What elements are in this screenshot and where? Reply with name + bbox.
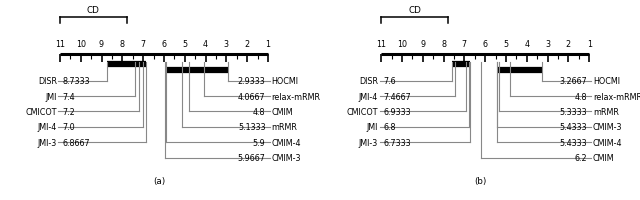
Text: 4.0667: 4.0667	[238, 92, 266, 101]
Text: 6.9333: 6.9333	[383, 107, 412, 116]
Text: mRMR: mRMR	[271, 123, 298, 132]
Text: CMIM: CMIM	[593, 153, 614, 162]
Text: 6: 6	[483, 40, 488, 49]
Text: 5.1333: 5.1333	[238, 123, 266, 132]
Text: 7.6: 7.6	[383, 77, 396, 86]
Text: CMIM-4: CMIM-4	[271, 138, 301, 147]
Text: CMIM: CMIM	[271, 107, 293, 116]
Text: 2.9333: 2.9333	[238, 77, 266, 86]
Text: 9: 9	[99, 40, 104, 49]
Text: 6.8: 6.8	[383, 123, 396, 132]
Text: JMI: JMI	[45, 92, 57, 101]
Text: 5: 5	[504, 40, 509, 49]
Text: 5.3333: 5.3333	[559, 107, 587, 116]
Text: 4: 4	[203, 40, 208, 49]
Text: CMIM-3: CMIM-3	[593, 123, 623, 132]
Text: 8: 8	[441, 40, 446, 49]
Text: 4.8: 4.8	[253, 107, 266, 116]
Text: 3.2667: 3.2667	[559, 77, 587, 86]
Text: 5.4333: 5.4333	[559, 138, 587, 147]
Text: 11: 11	[376, 40, 386, 49]
Text: CMICOT: CMICOT	[26, 107, 57, 116]
Text: HOCMI: HOCMI	[593, 77, 620, 86]
Text: JMI: JMI	[367, 123, 378, 132]
Text: CD: CD	[408, 5, 421, 14]
Text: mRMR: mRMR	[593, 107, 619, 116]
Text: 8: 8	[120, 40, 125, 49]
Text: 11: 11	[55, 40, 65, 49]
Text: 8.7333: 8.7333	[62, 77, 90, 86]
Text: 1: 1	[587, 40, 592, 49]
Text: 6.8667: 6.8667	[62, 138, 90, 147]
Text: CMIM-4: CMIM-4	[593, 138, 623, 147]
Text: (a): (a)	[153, 176, 166, 185]
Text: DISR: DISR	[359, 77, 378, 86]
Text: CMICOT: CMICOT	[347, 107, 378, 116]
Text: 9: 9	[420, 40, 426, 49]
Text: 10: 10	[397, 40, 407, 49]
Text: 6.7333: 6.7333	[383, 138, 412, 147]
Text: 2: 2	[566, 40, 571, 49]
Text: 4.8: 4.8	[574, 92, 587, 101]
Text: 3: 3	[545, 40, 550, 49]
Text: DISR: DISR	[38, 77, 57, 86]
Text: 7.2: 7.2	[62, 107, 75, 116]
Text: 1: 1	[266, 40, 271, 49]
Text: 6.2: 6.2	[574, 153, 587, 162]
Text: HOCMI: HOCMI	[271, 77, 299, 86]
Text: JMI-4: JMI-4	[38, 123, 57, 132]
Text: JMI-3: JMI-3	[38, 138, 57, 147]
Text: 4: 4	[524, 40, 529, 49]
Text: 5.9: 5.9	[253, 138, 266, 147]
Text: (b): (b)	[474, 176, 487, 185]
Text: 2: 2	[244, 40, 250, 49]
Text: 6: 6	[161, 40, 166, 49]
Text: JMI-3: JMI-3	[359, 138, 378, 147]
Text: 7: 7	[462, 40, 467, 49]
Text: CD: CD	[87, 5, 100, 14]
Text: 7.4667: 7.4667	[383, 92, 412, 101]
Text: 5.4333: 5.4333	[559, 123, 587, 132]
Text: 7: 7	[141, 40, 146, 49]
Text: CMIM-3: CMIM-3	[271, 153, 301, 162]
Text: 5.9667: 5.9667	[237, 153, 266, 162]
Text: 5: 5	[182, 40, 188, 49]
Text: 3: 3	[224, 40, 229, 49]
Text: relax-mRMR: relax-mRMR	[271, 92, 321, 101]
Text: 7.0: 7.0	[62, 123, 75, 132]
Text: 10: 10	[76, 40, 86, 49]
Text: relax-mRMR: relax-mRMR	[593, 92, 640, 101]
Text: JMI-4: JMI-4	[359, 92, 378, 101]
Text: 7.4: 7.4	[62, 92, 75, 101]
